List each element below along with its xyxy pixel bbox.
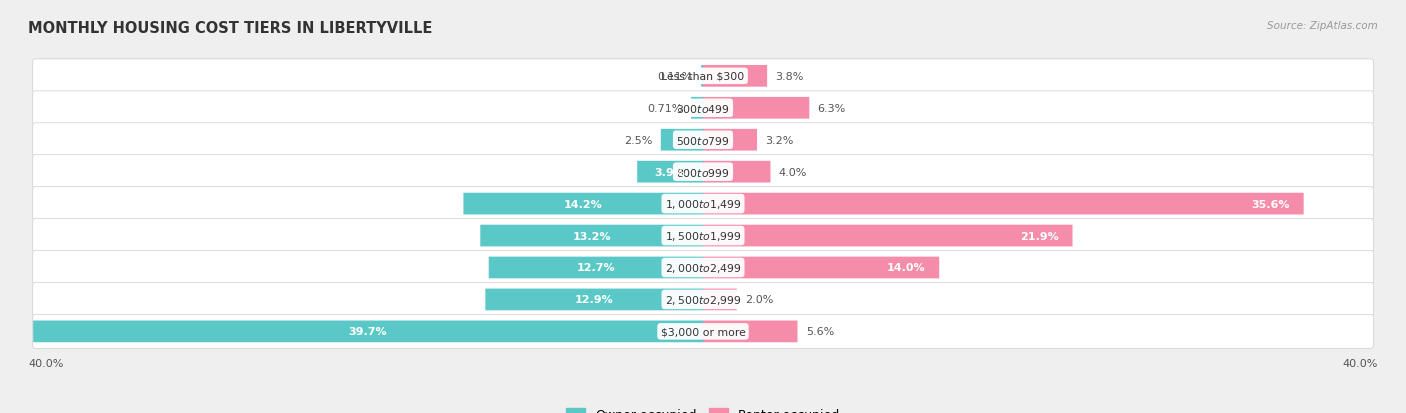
Legend: Owner-occupied, Renter-occupied: Owner-occupied, Renter-occupied [561, 403, 845, 413]
Text: $300 to $499: $300 to $499 [676, 102, 730, 114]
Text: Source: ZipAtlas.com: Source: ZipAtlas.com [1267, 21, 1378, 31]
Text: 39.7%: 39.7% [349, 327, 388, 337]
FancyBboxPatch shape [485, 289, 703, 311]
FancyBboxPatch shape [703, 98, 810, 119]
Text: 0.11%: 0.11% [658, 72, 693, 82]
FancyBboxPatch shape [32, 187, 1374, 221]
FancyBboxPatch shape [32, 60, 1374, 93]
FancyBboxPatch shape [703, 289, 737, 311]
FancyBboxPatch shape [32, 92, 1374, 126]
Text: $2,500 to $2,999: $2,500 to $2,999 [665, 293, 741, 306]
Text: 6.3%: 6.3% [818, 104, 846, 114]
FancyBboxPatch shape [703, 161, 770, 183]
Text: 40.0%: 40.0% [28, 358, 63, 368]
Text: Less than $300: Less than $300 [661, 72, 745, 82]
Text: MONTHLY HOUSING COST TIERS IN LIBERTYVILLE: MONTHLY HOUSING COST TIERS IN LIBERTYVIL… [28, 21, 433, 36]
FancyBboxPatch shape [637, 161, 703, 183]
FancyBboxPatch shape [32, 123, 1374, 157]
FancyBboxPatch shape [703, 257, 939, 279]
FancyBboxPatch shape [32, 219, 1374, 253]
Text: 3.9%: 3.9% [655, 167, 686, 177]
FancyBboxPatch shape [32, 283, 1374, 317]
FancyBboxPatch shape [464, 193, 703, 215]
Text: $1,500 to $1,999: $1,500 to $1,999 [665, 230, 741, 242]
Text: 21.9%: 21.9% [1021, 231, 1059, 241]
Text: 5.6%: 5.6% [806, 327, 834, 337]
FancyBboxPatch shape [702, 66, 703, 88]
Text: $1,000 to $1,499: $1,000 to $1,499 [665, 198, 741, 211]
FancyBboxPatch shape [34, 321, 703, 342]
Text: 12.9%: 12.9% [575, 295, 613, 305]
Text: 14.0%: 14.0% [887, 263, 925, 273]
Text: 12.7%: 12.7% [576, 263, 616, 273]
Text: $800 to $999: $800 to $999 [676, 166, 730, 178]
FancyBboxPatch shape [32, 315, 1374, 349]
FancyBboxPatch shape [703, 193, 1303, 215]
Text: 40.0%: 40.0% [1343, 358, 1378, 368]
Text: 3.8%: 3.8% [776, 72, 804, 82]
Text: 35.6%: 35.6% [1251, 199, 1291, 209]
FancyBboxPatch shape [703, 225, 1073, 247]
Text: $500 to $799: $500 to $799 [676, 134, 730, 146]
Text: 14.2%: 14.2% [564, 199, 603, 209]
Text: 2.0%: 2.0% [745, 295, 773, 305]
Text: 3.2%: 3.2% [765, 135, 794, 145]
FancyBboxPatch shape [481, 225, 703, 247]
FancyBboxPatch shape [703, 130, 756, 151]
FancyBboxPatch shape [703, 66, 768, 88]
FancyBboxPatch shape [703, 321, 797, 342]
Text: 13.2%: 13.2% [572, 231, 610, 241]
Text: $3,000 or more: $3,000 or more [661, 327, 745, 337]
Text: 0.71%: 0.71% [647, 104, 682, 114]
FancyBboxPatch shape [690, 98, 703, 119]
FancyBboxPatch shape [489, 257, 703, 279]
FancyBboxPatch shape [32, 155, 1374, 189]
Text: 4.0%: 4.0% [779, 167, 807, 177]
FancyBboxPatch shape [32, 251, 1374, 285]
Text: $2,000 to $2,499: $2,000 to $2,499 [665, 261, 741, 274]
FancyBboxPatch shape [661, 130, 703, 151]
Text: 2.5%: 2.5% [624, 135, 652, 145]
